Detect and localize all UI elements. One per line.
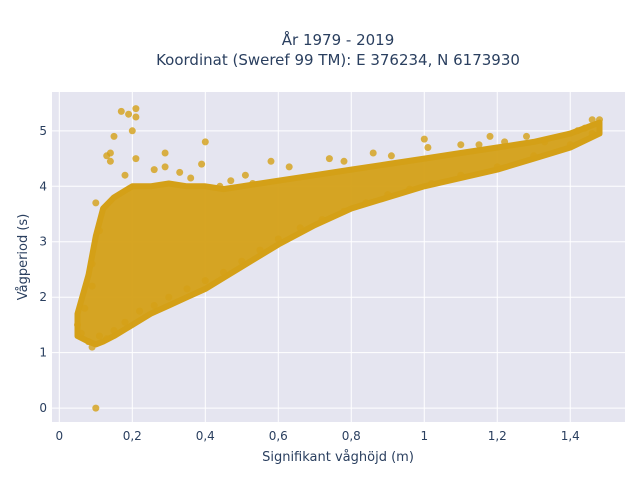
data-point [340, 207, 348, 215]
data-point [201, 138, 209, 146]
x-tick-label: 0,4 [196, 429, 215, 443]
data-point [387, 152, 395, 160]
x-axis-title: Signifikant våghöjd (m) [262, 450, 414, 465]
data-point [581, 124, 589, 132]
data-point [249, 180, 257, 187]
data-point [384, 191, 392, 199]
y-tick-label: 2 [39, 290, 47, 304]
y-axis-ticks: 0 1 2 3 4 5 [39, 124, 47, 415]
data-point [267, 157, 275, 165]
y-tick-label: 5 [39, 124, 47, 138]
y-tick-label: 3 [39, 235, 47, 249]
y-tick-label: 4 [39, 179, 47, 193]
dense-point-region [74, 119, 603, 348]
data-point [596, 116, 603, 124]
data-point [176, 168, 184, 176]
data-point [523, 132, 530, 140]
y-tick-label: 0 [39, 401, 47, 415]
data-point [92, 404, 100, 412]
data-point [77, 329, 85, 337]
data-point [220, 268, 227, 276]
data-point [150, 302, 158, 309]
data-point [501, 138, 509, 146]
data-point [574, 127, 582, 135]
data-point [493, 163, 501, 171]
data-point [325, 155, 333, 163]
data-point [369, 149, 377, 157]
x-tick-label: 0,2 [123, 429, 142, 443]
data-point [227, 177, 235, 185]
data-point [486, 132, 494, 140]
data-point [121, 171, 129, 179]
data-point [183, 285, 191, 293]
data-point [132, 113, 140, 121]
data-point [340, 157, 348, 165]
data-point [103, 335, 111, 343]
data-point [457, 171, 465, 179]
data-point [117, 107, 125, 115]
data-point [406, 185, 414, 193]
chart-title-line-1: År 1979 - 2019 [282, 30, 395, 49]
data-point [85, 338, 92, 346]
y-tick-label: 1 [39, 346, 47, 360]
x-axis-ticks: 0 0,2 0,4 0,6 0,8 1 1,2 1,4 [55, 429, 579, 443]
data-point [238, 257, 246, 265]
x-tick-label: 1,2 [488, 429, 507, 443]
x-tick-label: 0 [55, 429, 63, 443]
data-point [165, 293, 173, 301]
data-point [588, 130, 596, 138]
data-point [106, 157, 114, 165]
data-point [256, 246, 264, 254]
data-point [296, 224, 304, 232]
data-point [201, 277, 209, 285]
data-point [132, 155, 140, 163]
data-point [428, 180, 436, 187]
data-point [110, 132, 118, 140]
y-axis-title: Vågperiod (s) [16, 214, 31, 301]
data-point [125, 110, 133, 118]
data-point [241, 171, 249, 179]
data-point [318, 216, 326, 224]
data-points [74, 105, 603, 412]
point-cloud [74, 119, 603, 348]
data-point [420, 135, 428, 143]
data-point [187, 174, 195, 182]
data-point [106, 149, 114, 157]
data-point [81, 304, 89, 312]
data-point [362, 199, 370, 207]
data-point [88, 343, 96, 351]
data-point [88, 282, 96, 290]
data-point [216, 182, 224, 190]
chart-title-line-2: Koordinat (Sweref 99 TM): E 376234, N 61… [156, 51, 520, 69]
data-point [150, 166, 158, 174]
data-point [161, 149, 169, 157]
data-point [110, 327, 118, 334]
data-point [198, 160, 206, 168]
data-point [161, 163, 169, 171]
data-point [88, 260, 96, 268]
x-tick-label: 1,4 [561, 429, 580, 443]
data-point [95, 227, 103, 235]
data-point [128, 127, 136, 135]
data-point [475, 141, 483, 149]
data-point [566, 141, 574, 149]
x-tick-label: 0,6 [269, 429, 288, 443]
data-point [92, 199, 100, 207]
x-tick-label: 0,8 [342, 429, 361, 443]
data-point [74, 321, 81, 329]
data-point [121, 318, 129, 326]
data-point [132, 105, 140, 113]
data-point [274, 235, 282, 243]
x-tick-label: 1 [420, 429, 428, 443]
data-point [588, 116, 596, 124]
data-point [530, 152, 538, 160]
data-point [95, 332, 103, 340]
data-point [541, 138, 549, 146]
data-point [136, 307, 144, 315]
data-point [285, 163, 293, 171]
data-point [424, 144, 432, 151]
data-point [457, 141, 465, 149]
